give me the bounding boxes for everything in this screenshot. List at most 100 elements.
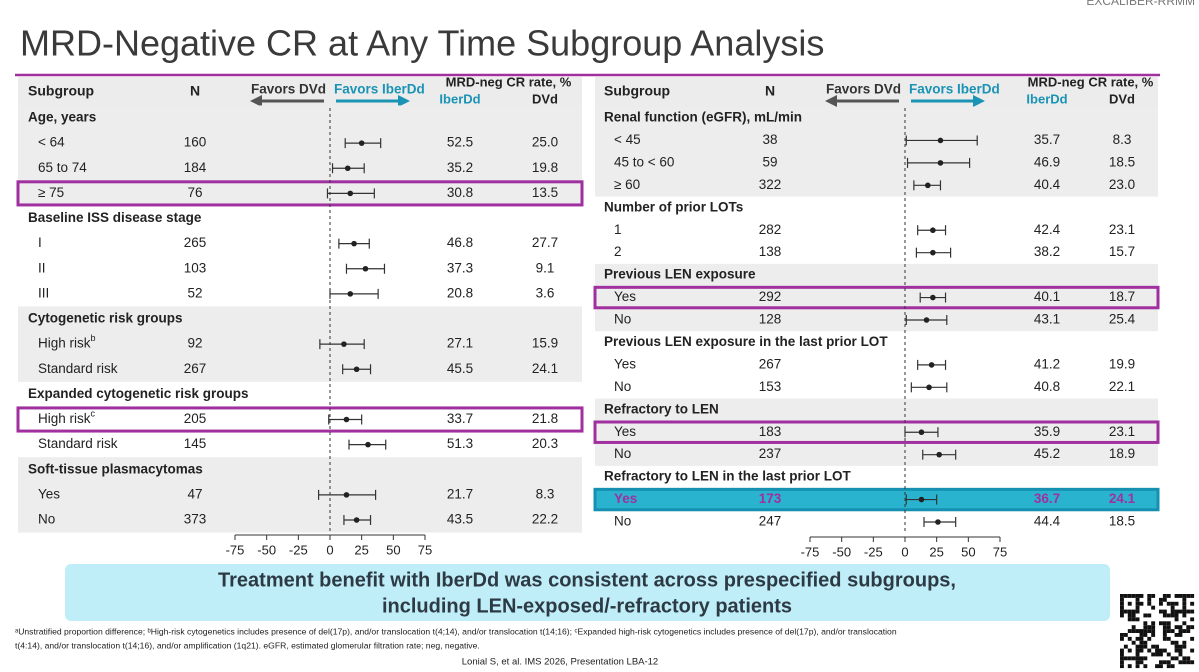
rate-value: 21.8 — [532, 411, 558, 426]
qr-cell — [1143, 633, 1148, 637]
group-label: Baseline ISS disease stage — [28, 210, 202, 225]
qr-cell — [1135, 660, 1140, 665]
qr-cell — [1170, 609, 1175, 614]
qr-cell — [1147, 629, 1152, 633]
point-estimate — [926, 384, 932, 391]
qr-cell — [1162, 629, 1167, 633]
row-label: Standard risk — [38, 436, 118, 451]
point-estimate — [935, 519, 941, 525]
n-value: 282 — [759, 222, 782, 237]
qr-cell — [1182, 656, 1187, 661]
rate-value: 18.9 — [1109, 446, 1135, 461]
qr-cell — [1174, 640, 1179, 645]
row-label: High riskb — [38, 334, 96, 351]
qr-cell — [1174, 594, 1179, 598]
qr-cell — [1127, 609, 1132, 614]
qr-cell — [1120, 648, 1124, 653]
x-tick-label: -25 — [864, 544, 883, 559]
qr-cell — [1131, 594, 1136, 598]
n-value: 267 — [184, 361, 207, 376]
rate-value: 35.7 — [1034, 132, 1060, 147]
row-label: No — [614, 312, 631, 327]
banner-box — [65, 564, 1110, 621]
qr-cell — [1190, 609, 1195, 614]
col-header: MRD-neg CR rate, % — [1028, 74, 1154, 89]
n-value: 183 — [759, 424, 782, 439]
qr-cell — [1174, 617, 1179, 622]
qr-cell — [1182, 594, 1187, 598]
qr-cell — [1143, 613, 1148, 618]
rate-value: 23.1 — [1109, 222, 1135, 237]
qr-cell — [1135, 656, 1140, 661]
col-header: IberDd — [1026, 91, 1067, 106]
row-label: No — [614, 446, 631, 461]
rate-value: 18.7 — [1109, 289, 1135, 304]
qr-cell — [1147, 601, 1152, 606]
qr-cell — [1139, 648, 1144, 653]
banner-text: Treatment benefit with IberDd was consis… — [218, 569, 956, 591]
favors-right: Favors IberDd — [334, 82, 425, 97]
point-estimate — [925, 182, 931, 189]
point-estimate — [362, 265, 369, 272]
row-label: No — [38, 512, 55, 527]
qr-cell — [1162, 648, 1167, 653]
col-header: N — [190, 83, 200, 99]
col-header: DVd — [1109, 91, 1135, 106]
rate-value: 20.3 — [532, 436, 558, 451]
qr-cell — [1135, 597, 1140, 602]
row-highlight — [16, 180, 584, 207]
qr-cell — [1151, 644, 1156, 649]
x-tick-label: -50 — [257, 542, 276, 557]
rate-value: 40.4 — [1034, 177, 1061, 192]
row-label: Yes — [614, 289, 636, 304]
qr-cell — [1162, 594, 1167, 598]
rate-value: 27.1 — [447, 336, 473, 351]
group-shade — [595, 263, 1158, 332]
qr-cell — [1147, 597, 1152, 602]
qr-cell — [1131, 640, 1136, 645]
qr-cell — [1162, 660, 1167, 665]
n-value: 292 — [759, 289, 782, 304]
qr-cell — [1190, 601, 1195, 606]
qr-cell — [1151, 652, 1156, 657]
qr-cell — [1155, 664, 1159, 669]
qr-cell — [1170, 664, 1175, 669]
rate-value: 42.4 — [1034, 222, 1061, 237]
group-shade — [595, 398, 1158, 466]
qr-cell — [1151, 625, 1156, 630]
row-label: 45 to < 60 — [614, 154, 674, 169]
row-label: Yes — [614, 424, 636, 439]
qr-cell — [1170, 613, 1175, 618]
x-tick-label: -25 — [289, 542, 308, 557]
qr-cell — [1123, 594, 1128, 598]
row-label: No — [614, 379, 631, 394]
group-label: Cytogenetic risk groups — [28, 311, 183, 326]
qr-cell — [1147, 594, 1152, 598]
point-estimate — [353, 366, 360, 373]
row-label: < 64 — [38, 135, 65, 150]
qr-cell — [1127, 613, 1132, 618]
qr-cell — [1166, 660, 1171, 665]
qr-cell — [1174, 633, 1179, 637]
qr-cell — [1178, 609, 1183, 614]
rate-value: 25.0 — [532, 135, 558, 150]
group-label: Previous LEN exposure in the last prior … — [604, 334, 888, 349]
qr-cell — [1162, 621, 1167, 626]
rate-value: 30.8 — [447, 185, 473, 200]
x-tick-label: 75 — [993, 544, 1007, 559]
qr-cell — [1170, 640, 1175, 645]
qr-cell — [1182, 605, 1187, 610]
qr-cell — [1120, 636, 1124, 641]
rate-value: 40.1 — [1034, 289, 1060, 304]
qr-cell — [1170, 629, 1175, 633]
qr-cell — [1190, 660, 1195, 665]
qr-cell — [1120, 594, 1124, 598]
qr-cell — [1174, 609, 1179, 614]
qr-cell — [1166, 629, 1171, 633]
x-tick-label: 0 — [901, 544, 908, 559]
rate-value: 43.1 — [1034, 312, 1060, 327]
qr-cell — [1182, 613, 1187, 618]
point-estimate — [928, 362, 935, 368]
point-estimate — [347, 291, 354, 297]
row-highlight — [593, 285, 1160, 310]
